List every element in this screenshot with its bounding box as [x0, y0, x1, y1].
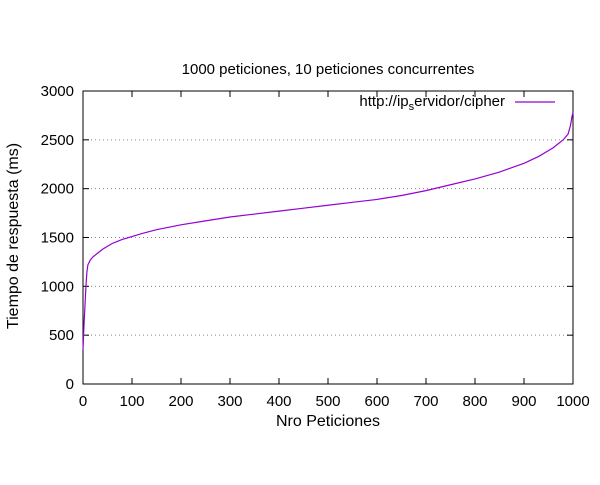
- legend-label-subscript: s: [409, 101, 415, 113]
- legend-label-part-2: ervidor/cipher: [414, 93, 505, 110]
- y-tick-label: 1500: [41, 230, 74, 247]
- legend-label: http://ipservidor/cipher: [359, 93, 505, 113]
- x-axis-label: Nro Peticiones: [276, 413, 380, 430]
- x-tick-label: 400: [266, 393, 291, 410]
- x-tick-label: 800: [462, 393, 487, 410]
- x-tick-label: 1000: [556, 393, 589, 410]
- series-layer: [82, 112, 574, 350]
- legend-label-part-1: http://ip: [359, 93, 408, 110]
- axis-ticks: 0 500 1000 1500 2000 2500 3000 0 100 200 300 400 500…: [41, 83, 590, 410]
- chart-title: 1000 peticiones, 10 peticiones concurren…: [182, 61, 475, 78]
- x-tick-label: 500: [315, 393, 340, 410]
- x-tick-label: 600: [364, 393, 389, 410]
- y-tick-label: 500: [49, 327, 74, 344]
- series-line: [82, 112, 574, 350]
- y-tick-label: 1000: [41, 278, 74, 295]
- legend: http://ipservidor/cipher: [359, 93, 555, 113]
- y-tick-label: 0: [66, 376, 74, 393]
- plot-frame: [82, 90, 574, 385]
- y-axis-label: Tiempo de respuesta (ms): [5, 143, 22, 329]
- grid-lines: [83, 139, 573, 336]
- x-tick-label: 900: [511, 393, 536, 410]
- y-tick-label: 2500: [41, 132, 74, 149]
- x-tick-label: 200: [168, 393, 193, 410]
- x-tick-label: 0: [79, 393, 87, 410]
- x-tick-label: 700: [413, 393, 438, 410]
- y-tick-label: 3000: [41, 83, 74, 100]
- x-tick-label: 100: [119, 393, 144, 410]
- x-tick-label: 300: [217, 393, 242, 410]
- y-tick-label: 2000: [41, 181, 74, 198]
